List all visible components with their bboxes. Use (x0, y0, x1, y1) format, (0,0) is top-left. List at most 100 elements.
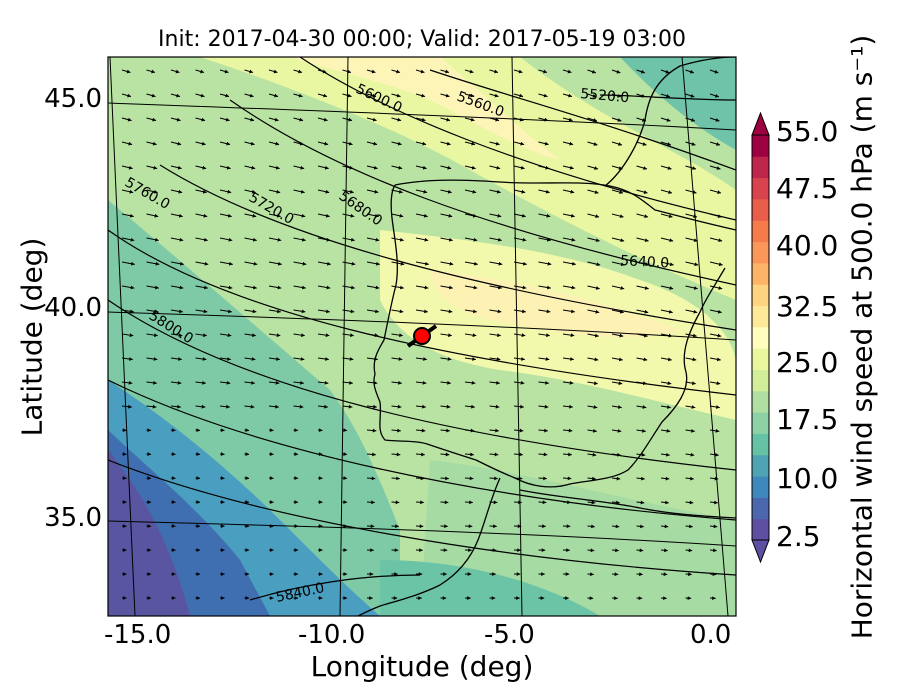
wind-arrow-head (179, 237, 184, 242)
wind-arrow-head (595, 309, 600, 314)
wind-arrow-head (418, 596, 422, 600)
wind-arrow-head (347, 93, 352, 98)
wind-arrow-head (495, 117, 500, 122)
colorbar-tick-label: 47.5 (776, 172, 839, 205)
wind-arrow-head (470, 117, 475, 122)
wind-arrow-head (668, 190, 673, 194)
wind-arrow-head (347, 69, 351, 74)
wind-arrow-head (151, 69, 155, 74)
wind-arrow-head (543, 476, 547, 481)
wind-arrow-head (520, 380, 525, 385)
colorbar-tick-label: 55.0 (776, 115, 839, 148)
wind-arrow-head (592, 94, 597, 98)
wind-arrow-head (171, 572, 176, 576)
wind-arrow-head (693, 309, 698, 314)
wind-arrow-head (641, 452, 646, 457)
wind-arrow-head (178, 357, 182, 361)
wind-arrow-head (644, 238, 649, 243)
wind-arrow-head (374, 213, 379, 218)
wind-arrow-head (448, 309, 453, 314)
colorbar-segment (752, 156, 769, 179)
wind-arrow-head (348, 141, 353, 146)
wind-arrow-head (644, 214, 649, 219)
colorbar-segment (752, 305, 769, 328)
wind-arrow-head (123, 596, 127, 600)
wind-arrow-head (571, 261, 576, 266)
wind-arrow-head (220, 428, 225, 433)
wind-arrow-head (448, 213, 453, 218)
wind-arrow-head (467, 596, 471, 600)
wind-arrow-head (540, 596, 545, 600)
wind-arrow-head (616, 94, 621, 98)
wind-arrow-head (275, 380, 280, 385)
wind-arrow-head (422, 141, 427, 146)
wind-arrow-head (717, 214, 722, 219)
wind-arrow-head (202, 380, 206, 385)
wind-arrow-head (397, 428, 401, 433)
wind-arrow-head (638, 596, 643, 601)
wind-arrow-head (690, 94, 695, 98)
wind-arrow-head (171, 428, 176, 433)
wind-arrow-head (543, 452, 548, 457)
wind-arrow-head (687, 596, 692, 601)
y-tick-label: 40.0 (44, 293, 102, 323)
wind-arrow-head (643, 190, 648, 194)
wind-arrow-head (369, 572, 374, 576)
wind-arrow-head (449, 261, 454, 266)
wind-arrow-head (519, 452, 523, 457)
wind-arrow-head (517, 548, 521, 553)
wind-arrow-head (541, 572, 545, 576)
wind-arrow-head (350, 213, 355, 218)
wind-arrow-head (301, 309, 306, 314)
wind-arrow-head (375, 285, 380, 290)
wind-arrow-head (517, 524, 522, 529)
wind-arrow-head (227, 213, 232, 218)
wind-arrow-head (617, 428, 622, 433)
wind-arrow-head (177, 380, 182, 385)
wind-arrow-head (492, 572, 496, 576)
wind-arrow-head (595, 286, 600, 290)
colorbar-segment (752, 220, 769, 243)
wind-arrow-head (226, 404, 230, 409)
colorbar-segment (752, 454, 769, 477)
wind-arrow-head (666, 452, 670, 457)
wind-arrow-head (568, 93, 573, 98)
wind-arrow-head (594, 166, 598, 170)
wind-arrow-head (641, 118, 646, 122)
wind-arrow-head (294, 428, 299, 433)
wind-arrow-head (665, 476, 670, 481)
wind-arrow-head (421, 452, 425, 457)
wind-arrow-head (273, 69, 278, 74)
wind-arrow-head (519, 93, 524, 98)
wind-arrow-head (665, 94, 670, 98)
wind-arrow-head (398, 380, 402, 385)
wind-arrow-head (663, 596, 667, 601)
wind-arrow-head (497, 333, 501, 338)
wind-arrow-head (154, 213, 159, 218)
wind-arrow-head (276, 357, 280, 361)
wind-arrow-head (718, 238, 723, 243)
wind-arrow-head (546, 213, 551, 218)
wind-arrow-head (471, 380, 476, 385)
colorbar-tick-label: 10.0 (776, 462, 839, 495)
wind-arrow-head (667, 142, 671, 146)
wind-arrow-head (718, 286, 723, 290)
wind-arrow-head (399, 213, 404, 218)
wind-arrow-head (615, 524, 620, 529)
wind-arrow-head (520, 141, 525, 146)
wind-arrow-head (318, 452, 323, 457)
wind-arrow-head (546, 309, 551, 314)
wind-arrow-head (716, 142, 720, 146)
wind-arrow-head (592, 428, 597, 433)
wind-arrow-head (374, 189, 379, 194)
wind-arrow-head (171, 476, 176, 480)
wind-arrow-head (713, 524, 718, 529)
wind-arrow-head (663, 572, 668, 577)
contour-label: 5520.0 (580, 86, 630, 106)
wind-arrow-head (545, 165, 550, 170)
wind-arrow-head (447, 380, 451, 385)
chart-title: Init: 2017-04-30 00:00; Valid: 2017-05-1… (158, 27, 686, 52)
wind-arrow-head (566, 548, 570, 553)
wind-arrow-head (445, 69, 449, 74)
wind-arrow-head (690, 118, 695, 122)
